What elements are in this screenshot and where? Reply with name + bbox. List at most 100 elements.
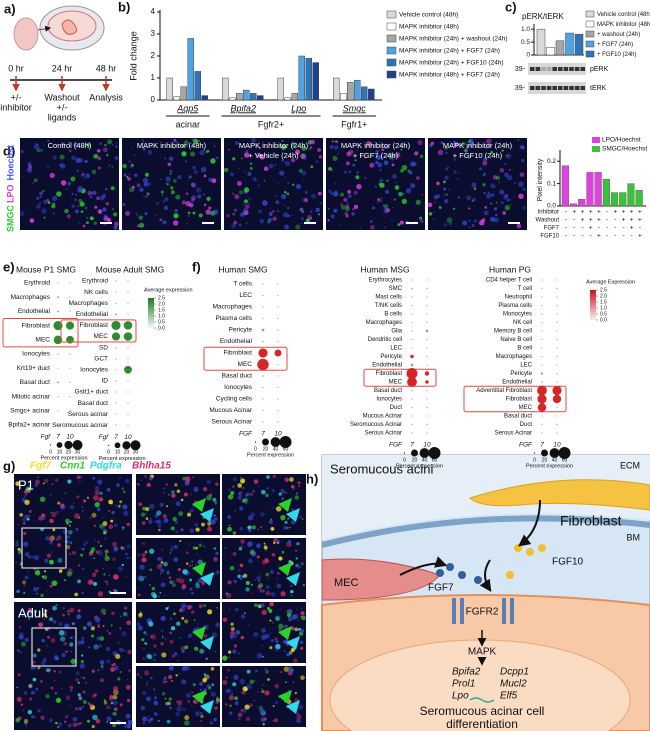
micrograph-speck bbox=[36, 568, 40, 571]
micrograph-speck bbox=[171, 493, 176, 498]
row-label: Fibroblast bbox=[223, 350, 252, 357]
dot bbox=[127, 380, 129, 382]
micrograph-speck bbox=[96, 149, 101, 153]
schematic-title: Seromucous acini bbox=[330, 461, 433, 476]
micrograph-speck bbox=[87, 719, 90, 723]
legend-label: MAPK inhibitor (48h) + FGF7 (24h) bbox=[399, 72, 500, 79]
micrograph-speck bbox=[504, 205, 510, 211]
color-legend-title: Average Expression bbox=[586, 279, 635, 285]
size-legend-dot bbox=[403, 452, 406, 454]
micrograph-speck bbox=[171, 545, 174, 549]
micrograph-speck bbox=[497, 173, 499, 175]
fibroblast-label: Fibroblast bbox=[560, 513, 622, 529]
micrograph-speck bbox=[78, 222, 81, 225]
micrograph-speck bbox=[214, 501, 218, 505]
micrograph-speck bbox=[210, 158, 216, 164]
micrograph-speck bbox=[197, 559, 203, 565]
size-legend-dot bbox=[533, 452, 536, 454]
row-label: ID bbox=[102, 378, 109, 385]
dot bbox=[262, 398, 264, 400]
micrograph-speck bbox=[96, 507, 101, 512]
dot bbox=[541, 338, 543, 341]
micrograph-speck bbox=[180, 646, 186, 652]
micrograph-speck bbox=[76, 169, 80, 173]
micrograph-speck bbox=[121, 526, 125, 529]
micrograph-speck bbox=[175, 521, 178, 524]
micrograph-speck bbox=[209, 493, 213, 497]
micrograph-speck bbox=[104, 143, 107, 147]
arrowhead bbox=[192, 562, 206, 576]
micrograph-speck bbox=[242, 686, 248, 692]
size-legend-dot bbox=[549, 448, 560, 458]
micrograph-speck bbox=[294, 149, 301, 155]
micrograph-speck bbox=[49, 518, 54, 524]
bar bbox=[257, 95, 264, 101]
micrograph-speck bbox=[57, 722, 63, 727]
micrograph-speck bbox=[145, 512, 147, 514]
micrograph-speck bbox=[138, 575, 145, 582]
micrograph-speck bbox=[164, 594, 167, 596]
micrograph-speck bbox=[81, 506, 84, 508]
micrograph-speck bbox=[100, 525, 107, 531]
micrograph-speck bbox=[21, 615, 24, 617]
dot bbox=[426, 432, 428, 434]
micrograph-speck bbox=[104, 553, 108, 557]
micrograph-speck bbox=[193, 627, 197, 631]
micrograph-speck bbox=[47, 165, 49, 168]
micrograph-speck bbox=[330, 214, 335, 219]
micrograph-speck bbox=[49, 718, 53, 723]
micrograph-speck bbox=[101, 516, 104, 519]
micrograph-speck bbox=[464, 149, 468, 153]
micrograph-speck bbox=[176, 700, 183, 706]
micrograph-speck bbox=[303, 156, 307, 160]
micrograph-speck bbox=[119, 627, 122, 630]
condition-sign: + bbox=[589, 225, 593, 232]
micrograph-speck bbox=[144, 550, 148, 554]
micrograph-speck bbox=[274, 683, 279, 689]
micrograph-speck bbox=[347, 189, 352, 194]
micrograph-speck bbox=[245, 149, 249, 153]
micrograph-speck bbox=[272, 474, 276, 478]
dot bbox=[277, 409, 279, 412]
micrograph-speck bbox=[19, 550, 22, 552]
micrograph-speck bbox=[263, 153, 266, 156]
legend-label: Vehicle control (48h) bbox=[399, 12, 458, 19]
micrograph-speck bbox=[86, 142, 91, 147]
dot bbox=[556, 423, 558, 426]
bar bbox=[565, 32, 574, 56]
row-label: Adventitial Fibroblast bbox=[476, 388, 532, 394]
blot-band bbox=[546, 86, 552, 90]
micrograph-speck bbox=[211, 519, 214, 522]
micrograph-speck bbox=[493, 186, 495, 188]
micrograph-speck bbox=[157, 556, 161, 561]
micrograph-speck bbox=[344, 206, 350, 212]
micrograph-speck bbox=[169, 617, 173, 621]
micrograph-speck bbox=[163, 518, 169, 523]
micrograph-speck bbox=[147, 182, 152, 187]
scale-bar bbox=[100, 222, 112, 224]
micrograph-speck bbox=[315, 159, 319, 164]
micrograph-speck bbox=[499, 167, 505, 173]
micrograph-speck bbox=[153, 696, 158, 700]
micrograph-speck bbox=[233, 674, 239, 680]
size-legend-label: 20 bbox=[66, 449, 72, 455]
bar bbox=[555, 40, 565, 56]
dot bbox=[556, 372, 558, 375]
bar bbox=[250, 93, 257, 101]
micrograph-speck bbox=[267, 217, 272, 222]
micrograph-speck bbox=[247, 624, 250, 626]
micrograph bbox=[14, 474, 132, 598]
dot bbox=[277, 329, 279, 331]
size-legend-label: 20 bbox=[263, 446, 269, 452]
micrograph-speck bbox=[251, 138, 256, 143]
micrograph-speck bbox=[239, 506, 244, 511]
highlight-box bbox=[2, 318, 79, 348]
condition-sign: + bbox=[638, 209, 642, 216]
micrograph-speck bbox=[24, 637, 29, 643]
column-label: 10 bbox=[124, 434, 132, 441]
micrograph-speck bbox=[52, 620, 57, 624]
micrograph-speck bbox=[192, 683, 196, 687]
micrograph-speck bbox=[72, 502, 75, 504]
micrograph-speck bbox=[493, 217, 499, 223]
micrograph-speck bbox=[288, 668, 294, 674]
